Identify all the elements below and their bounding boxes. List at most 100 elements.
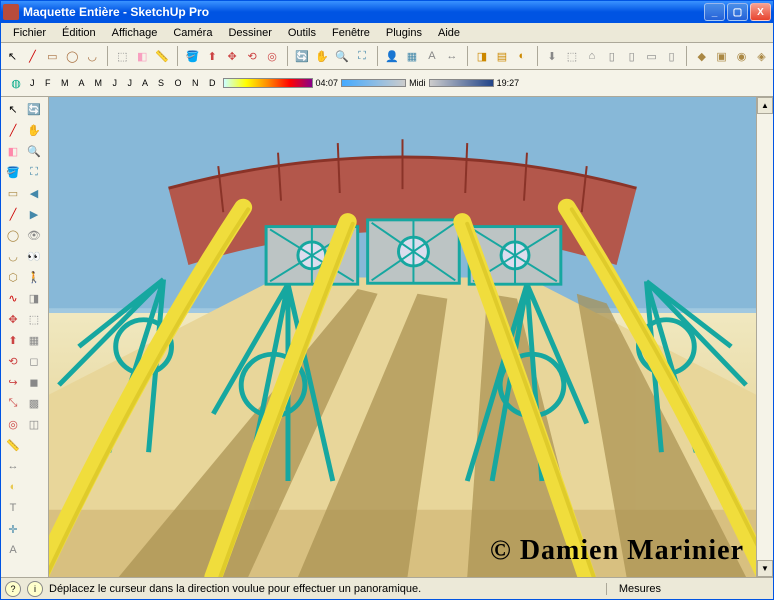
next-tool-icon[interactable]: ▶ — [24, 204, 44, 224]
menu-plugins[interactable]: Plugins — [378, 25, 430, 41]
shadow-toggle-icon[interactable]: ◍ — [5, 72, 27, 94]
arc-tool-icon[interactable]: ◡ — [3, 246, 23, 266]
zoom-tool-icon[interactable]: 🔍 — [24, 141, 44, 161]
time-slider[interactable] — [341, 79, 406, 87]
line-tool-icon[interactable]: ╱ — [3, 120, 23, 140]
section-tool-icon[interactable]: ◨ — [473, 45, 492, 67]
time-slider-2[interactable] — [429, 79, 494, 87]
export-tool-icon[interactable]: ⬇ — [543, 45, 562, 67]
vertical-scrollbar[interactable]: ▲ ▼ — [756, 97, 773, 577]
move-tool-icon[interactable]: ✥ — [223, 45, 242, 67]
scroll-track[interactable] — [757, 114, 773, 560]
menu-caméra[interactable]: Caméra — [165, 25, 220, 41]
pan-tool-icon[interactable]: ✋ — [24, 120, 44, 140]
hidden-tool-icon[interactable]: ◻ — [24, 351, 44, 371]
avatar-tool-icon[interactable]: 👤 — [383, 45, 402, 67]
tape-tool-icon[interactable]: 📏 — [3, 435, 23, 455]
menu-fichier[interactable]: Fichier — [5, 25, 54, 41]
plugin3-tool-icon[interactable]: ◉ — [732, 45, 751, 67]
measures-label: Mesures — [606, 583, 673, 595]
menu-affichage[interactable]: Affichage — [104, 25, 166, 41]
plugin2-tool-icon[interactable]: ▣ — [712, 45, 731, 67]
pushpull-tool-icon[interactable]: ⬆ — [203, 45, 222, 67]
line-tool-icon[interactable]: ╱ — [23, 45, 42, 67]
offset-tool-icon[interactable]: ◎ — [263, 45, 282, 67]
top-tool-icon[interactable]: ▭ — [642, 45, 661, 67]
house-tool-icon[interactable]: ⌂ — [582, 45, 601, 67]
right-tool-icon[interactable]: ▯ — [622, 45, 641, 67]
3dtext-tool-icon[interactable]: A — [3, 540, 23, 560]
window-title: Maquette Entière - SketchUp Pro — [23, 5, 704, 19]
section2-tool-icon[interactable]: ◨ — [24, 288, 44, 308]
wireframe-tool-icon[interactable]: ▦ — [24, 330, 44, 350]
menu-fenêtre[interactable]: Fenêtre — [324, 25, 378, 41]
polygon-tool-icon[interactable]: ⬡ — [3, 267, 23, 287]
scale-tool-icon[interactable]: ⤡ — [3, 393, 23, 413]
pushpull-tool-icon[interactable]: ⬆ — [3, 330, 23, 350]
follow-tool-icon[interactable]: ↪ — [3, 372, 23, 392]
plugin4-tool-icon[interactable]: ◈ — [752, 45, 771, 67]
rotate-tool-icon[interactable]: ⟲ — [243, 45, 262, 67]
offset-tool-icon[interactable]: ◎ — [3, 414, 23, 434]
prev-tool-icon[interactable]: ◀ — [24, 183, 44, 203]
select-tool-icon[interactable]: ↖ — [3, 99, 23, 119]
hint-icon: ? — [5, 581, 21, 597]
pan-tool-icon[interactable]: ✋ — [313, 45, 332, 67]
shaded-tool-icon[interactable]: ◼ — [24, 372, 44, 392]
zoomwin-tool-icon[interactable]: ⛶ — [24, 162, 44, 182]
dim-tool-icon[interactable]: ↔ — [3, 456, 23, 476]
circle-tool-icon[interactable]: ◯ — [3, 225, 23, 245]
move-tool-icon[interactable]: ✥ — [3, 309, 23, 329]
text-tool-icon[interactable]: T — [3, 498, 23, 518]
dim-tool-icon[interactable]: ↔ — [442, 45, 461, 67]
minimize-button[interactable]: _ — [704, 3, 725, 21]
back-tool-icon[interactable]: ▯ — [662, 45, 681, 67]
iso-tool-icon[interactable]: ⬚ — [562, 45, 581, 67]
mono-tool-icon[interactable]: ◫ — [24, 414, 44, 434]
app-icon — [3, 4, 19, 20]
shadow-tool-icon[interactable]: ◐ — [512, 45, 531, 67]
close-button[interactable]: X — [750, 3, 771, 21]
menu-dessiner[interactable]: Dessiner — [220, 25, 279, 41]
line2-tool-icon[interactable]: ╱ — [3, 204, 23, 224]
position-tool-icon[interactable]: 👁 — [24, 225, 44, 245]
menu-outils[interactable]: Outils — [280, 25, 324, 41]
zoom-tool-icon[interactable]: 🔍 — [333, 45, 352, 67]
orbit-tool-icon[interactable]: 🔄 — [293, 45, 312, 67]
freehand-tool-icon[interactable]: ∿ — [3, 288, 23, 308]
rotate-tool-icon[interactable]: ⟲ — [3, 351, 23, 371]
layers-tool-icon[interactable]: ▤ — [492, 45, 511, 67]
window-tool-icon[interactable]: ▦ — [403, 45, 422, 67]
eraser-tool-icon[interactable]: ◧ — [133, 45, 152, 67]
protractor-tool-icon[interactable]: ◐ — [3, 477, 23, 497]
rect-tool-icon[interactable]: ▭ — [3, 183, 23, 203]
menu-aide[interactable]: Aide — [430, 25, 468, 41]
tex-tool-icon[interactable]: ▩ — [24, 393, 44, 413]
plugin1-tool-icon[interactable]: ◆ — [692, 45, 711, 67]
scroll-up-button[interactable]: ▲ — [757, 97, 773, 114]
date-slider[interactable] — [223, 78, 313, 88]
rectangle-tool-icon[interactable]: ▭ — [43, 45, 62, 67]
axes-tool-icon[interactable]: ✛ — [3, 519, 23, 539]
eraser-tool-icon[interactable]: ◧ — [3, 141, 23, 161]
paint-tool-icon[interactable]: 🪣 — [183, 45, 202, 67]
tape-tool-icon[interactable]: 📏 — [153, 45, 172, 67]
paint-tool-icon[interactable]: 🪣 — [3, 162, 23, 182]
status-hint: Déplacez le curseur dans la direction vo… — [49, 583, 600, 595]
orbit-tool-icon[interactable]: 🔄 — [24, 99, 44, 119]
maximize-button[interactable]: ▢ — [727, 3, 748, 21]
zoom-extents-tool-icon[interactable]: ⛶ — [352, 45, 371, 67]
3d-viewport[interactable]: © Damien Marinier — [49, 97, 756, 577]
select-arrow-icon[interactable]: ↖ — [3, 45, 22, 67]
iso2-tool-icon[interactable]: ⬚ — [24, 309, 44, 329]
look-tool-icon[interactable]: 👀 — [24, 246, 44, 266]
titlebar[interactable]: Maquette Entière - SketchUp Pro _ ▢ X — [1, 1, 773, 23]
component-tool-icon[interactable]: ⬚ — [113, 45, 132, 67]
front-tool-icon[interactable]: ▯ — [602, 45, 621, 67]
arc-tool-icon[interactable]: ◡ — [83, 45, 102, 67]
scroll-down-button[interactable]: ▼ — [757, 560, 773, 577]
circle-tool-icon[interactable]: ◯ — [63, 45, 82, 67]
walk-tool-icon[interactable]: 🚶 — [24, 267, 44, 287]
menu-édition[interactable]: Édition — [54, 25, 104, 41]
text-tool-icon[interactable]: A — [422, 45, 441, 67]
